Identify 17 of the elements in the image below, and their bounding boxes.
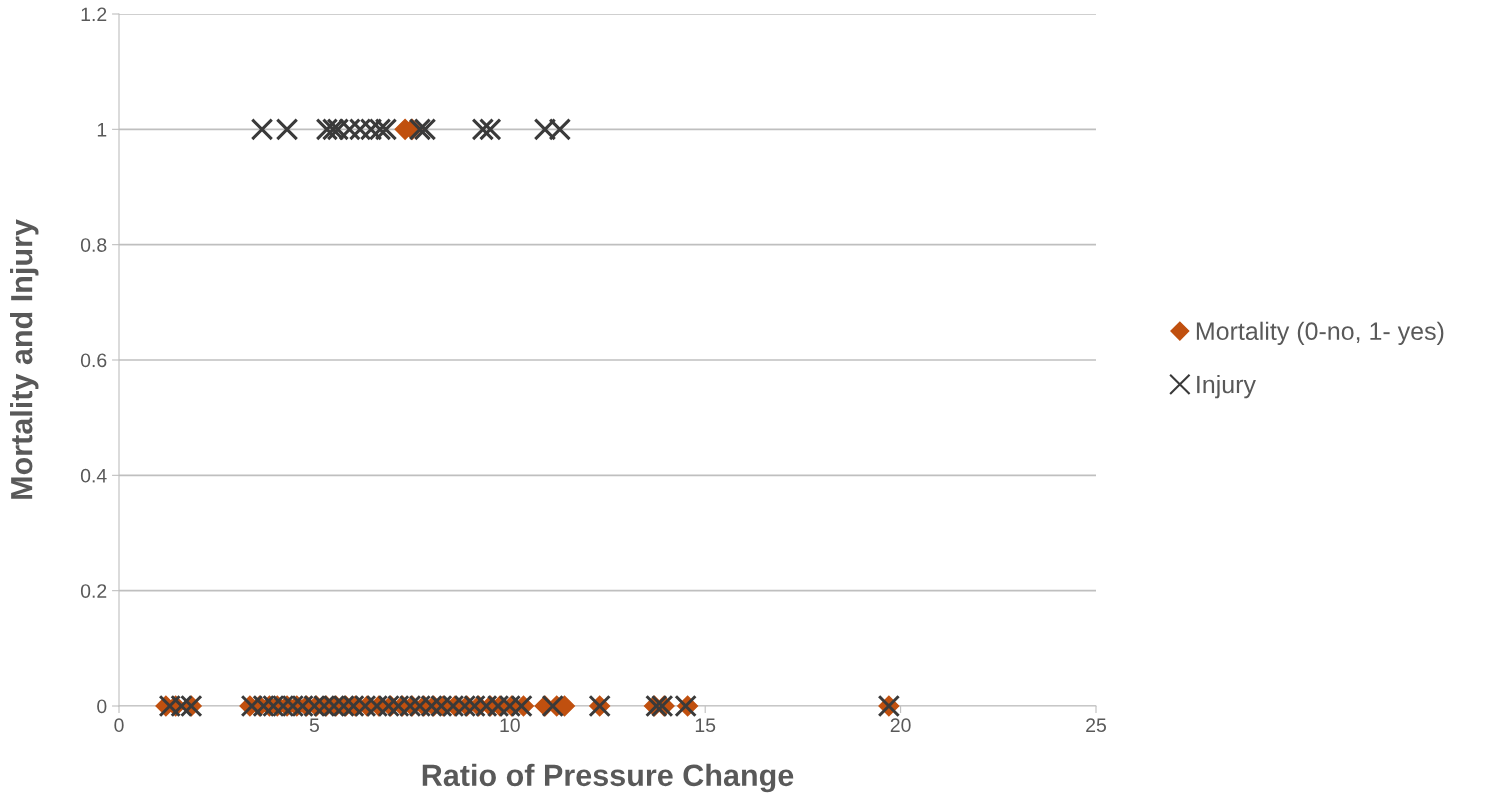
x-tick-label: 5	[309, 718, 319, 733]
y-tick-label: 0.4	[80, 468, 107, 483]
x-tick-label: 10	[500, 718, 520, 733]
y-tick-label: 0.8	[80, 238, 107, 252]
x-tick-label: 25	[1086, 718, 1106, 733]
y-tick-label: 1.2	[81, 7, 107, 22]
x-tick-label: 0	[114, 718, 124, 733]
legend-label: Injury	[1197, 375, 1256, 399]
legend-label: Mortality (0-no, 1- yes)	[1196, 321, 1444, 345]
y-axis-title: Mortality and Injury	[10, 219, 39, 499]
x-axis-title: Ratio of Pressure Change	[422, 763, 794, 793]
x-tick-label: 20	[890, 718, 911, 733]
y-tick-label: 0.2	[80, 584, 107, 598]
y-tick-label: 1	[97, 123, 107, 137]
y-tick-label: 0.6	[80, 353, 107, 368]
y-tick-label: 0	[97, 699, 107, 714]
x-tick-label: 15	[695, 718, 716, 733]
